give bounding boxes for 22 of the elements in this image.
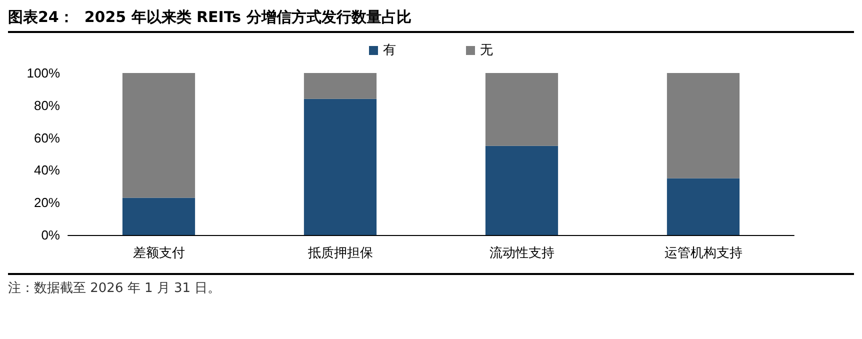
legend-label: 有 [383,43,396,58]
y-tick-label: 40% [34,162,60,178]
bar [666,178,740,235]
y-tick-label: 80% [34,98,60,113]
bar [304,73,377,99]
bar [122,198,196,235]
bar [122,73,196,198]
text: 注：数据截至 2026 年 1 月 31 日。 [8,280,222,298]
x-tick-label: 流动性支持 [489,245,554,261]
bar [304,98,377,235]
bar [485,73,558,146]
chart-title: 图表24： 2025 年以来类 REITs 分增信方式发行数量占比 [8,8,854,33]
bar [485,146,558,235]
x-tick-label: 抵质押担保 [306,246,373,261]
x-tick-label: 差额支付 [132,246,185,261]
legend-label: 无 [480,43,493,58]
y-tick-label: 100% [26,66,60,80]
y-tick-label: 20% [34,195,60,210]
x-tick-label: 运管机构支持 [664,246,742,261]
y-tick-label: 60% [34,130,60,146]
y-tick-label: 0% [41,228,60,242]
bar [666,73,740,178]
